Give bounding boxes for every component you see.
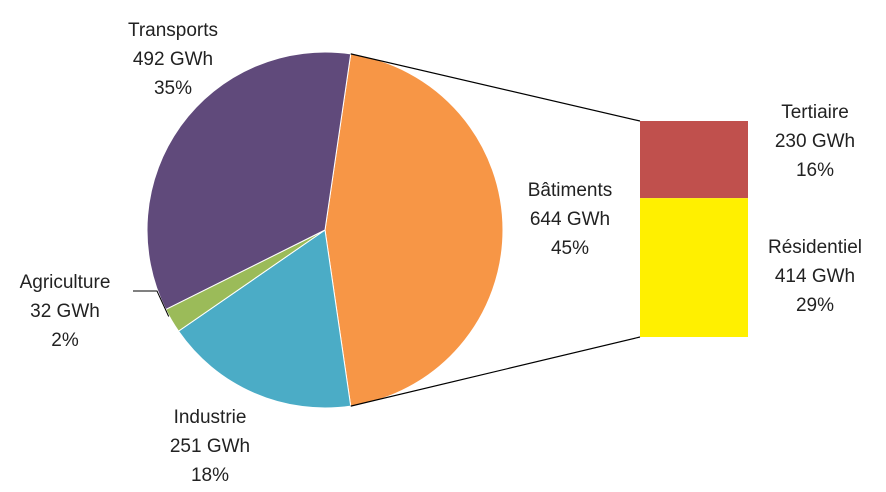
bar-segment-residentiel (640, 198, 748, 337)
label-batiments-name: Bâtiments (527, 180, 613, 201)
label-transports-percent: 35% (153, 78, 193, 99)
label-batiments-percent: 45% (550, 238, 590, 259)
label-tertiaire-percent: 16% (795, 160, 835, 181)
label-industrie-name: Industrie (173, 407, 247, 428)
label-tertiaire: Tertiaire 230 GWh 16% (745, 98, 885, 185)
label-batiments-value: 644 GWh (529, 209, 611, 230)
label-tertiaire-name: Tertiaire (781, 102, 849, 123)
label-agriculture-name: Agriculture (19, 272, 111, 293)
pie-slice-batiments (324, 53, 504, 407)
connector-line-top (350, 53, 641, 122)
label-residentiel-name: Résidentiel (768, 237, 862, 258)
label-agriculture: Agriculture 32 GWh 2% (0, 268, 130, 355)
label-industrie: Industrie 251 GWh 18% (135, 403, 285, 490)
bar-segment-tertiaire (640, 121, 748, 199)
pie-slice-industrie (177, 229, 352, 409)
label-transports-name: Transports (127, 20, 219, 41)
label-agriculture-percent: 2% (51, 330, 79, 351)
label-transports-value: 492 GWh (132, 49, 214, 70)
label-batiments: Bâtiments 644 GWh 45% (495, 176, 645, 263)
label-industrie-value: 251 GWh (169, 436, 251, 457)
leader-line-agriculture (133, 290, 170, 317)
label-tertiaire-value: 230 GWh (774, 131, 856, 152)
label-industrie-percent: 18% (190, 465, 230, 486)
label-transports: Transports 492 GWh 35% (98, 16, 248, 103)
connector-line-bottom (350, 336, 641, 407)
label-residentiel-value: 414 GWh (774, 266, 856, 287)
label-residentiel: Résidentiel 414 GWh 29% (745, 233, 885, 320)
label-agriculture-value: 32 GWh (30, 301, 100, 322)
pie-slice-transports (146, 51, 352, 311)
label-residentiel-percent: 29% (795, 295, 835, 316)
